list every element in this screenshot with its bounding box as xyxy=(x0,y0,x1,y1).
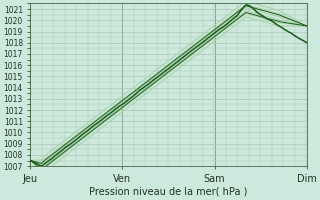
X-axis label: Pression niveau de la mer( hPa ): Pression niveau de la mer( hPa ) xyxy=(89,187,248,197)
